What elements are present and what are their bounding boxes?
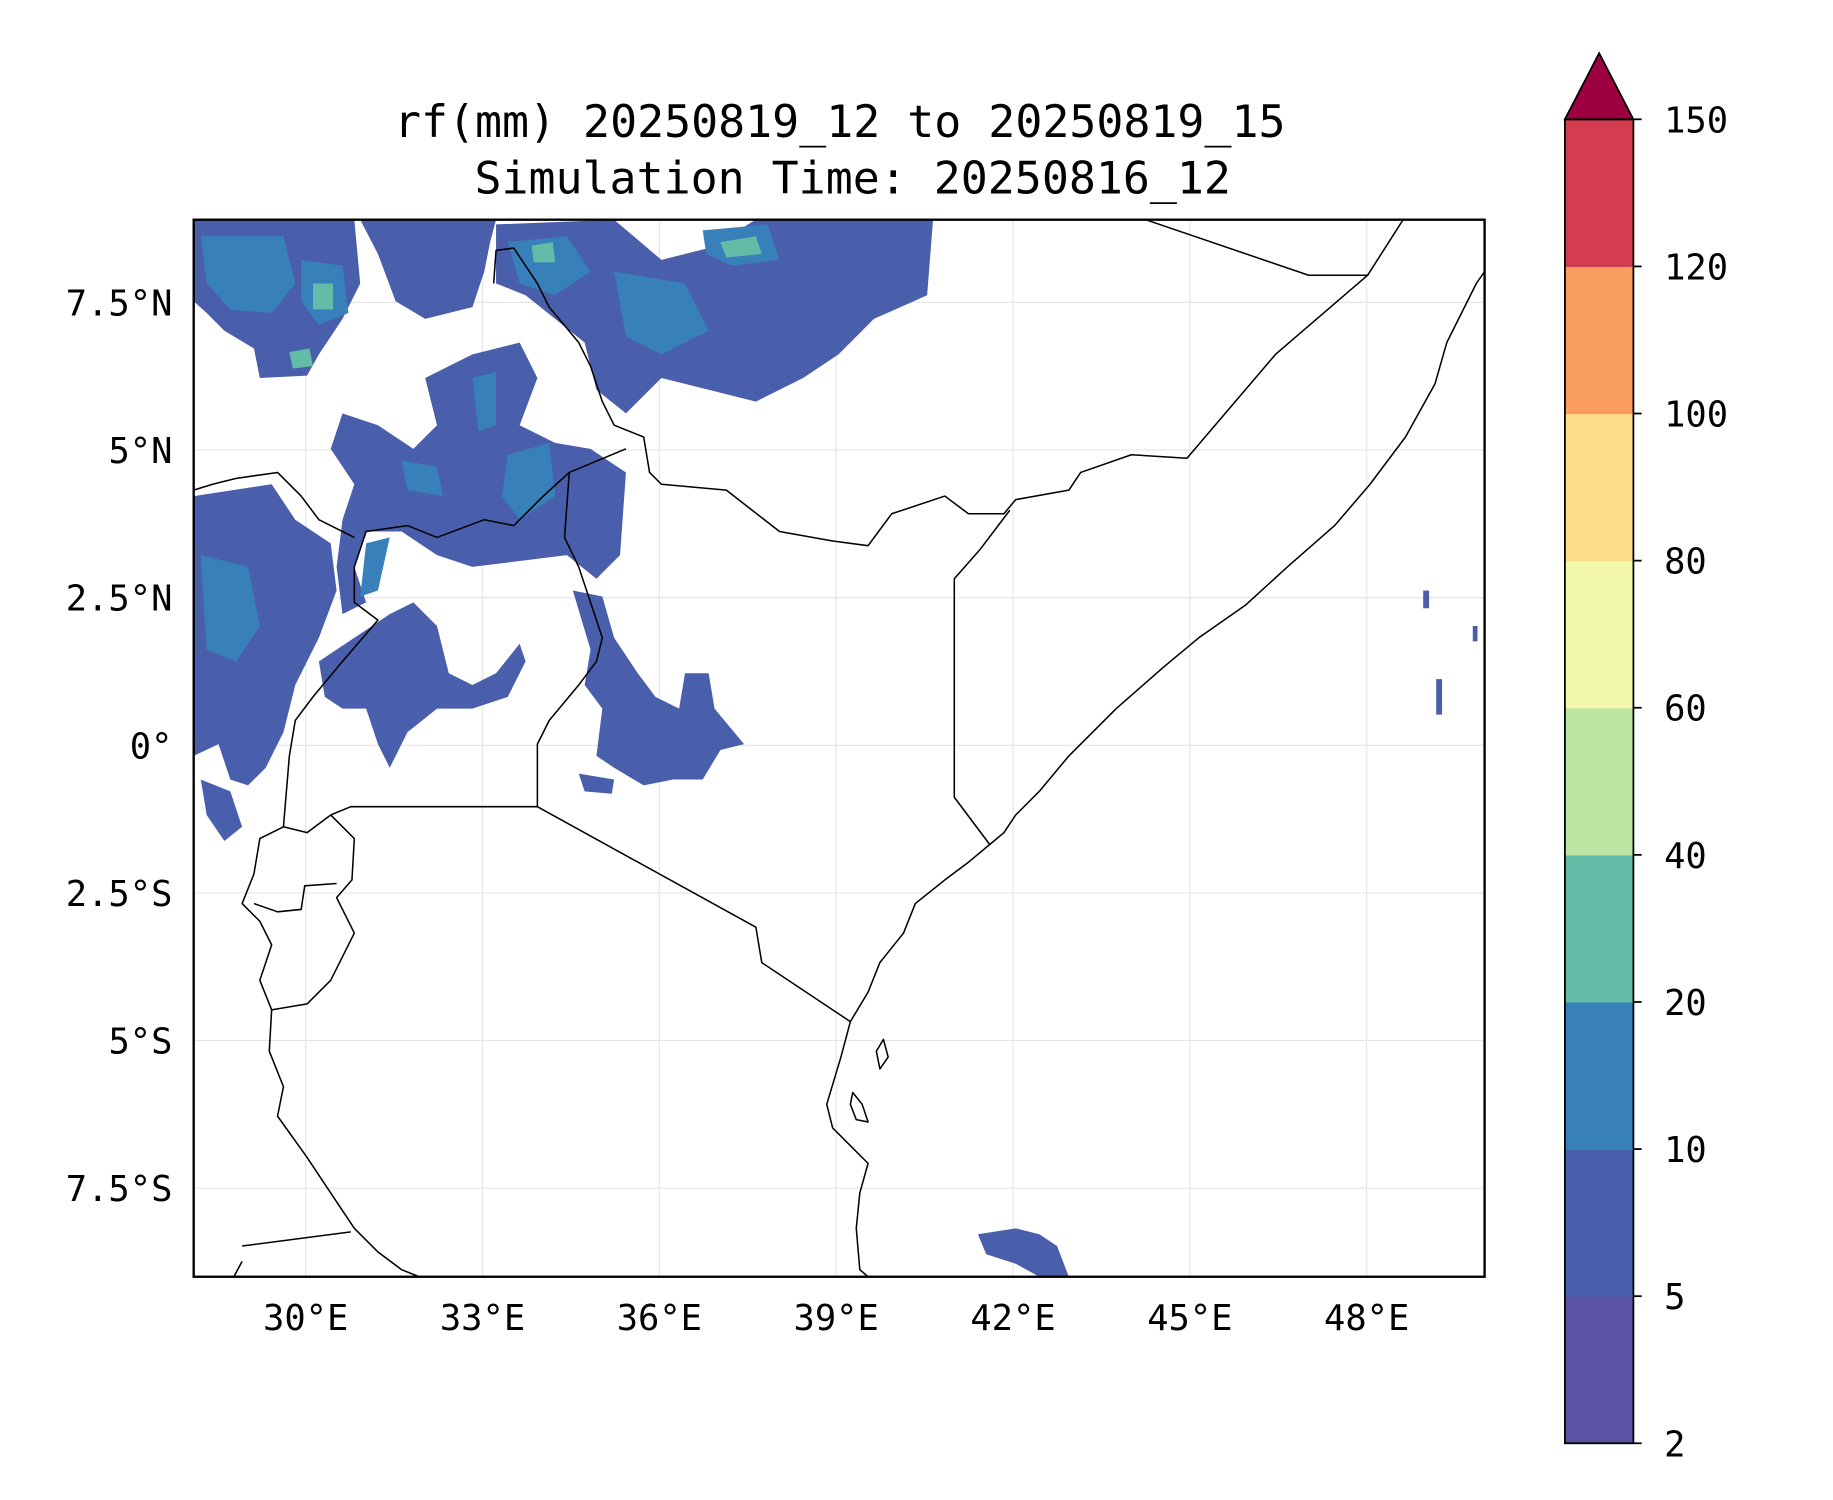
rainfall-contours [193,219,1478,1277]
colorbar-tick-label: 40 [1664,836,1707,877]
border-sw [233,1261,243,1278]
colorbar-segment [1564,707,1634,856]
colorbar-segment [1564,854,1634,1003]
y-tick-label: 5°S [108,1022,172,1063]
x-tick-label: 48°E [1324,1298,1409,1339]
y-tick-label: 2.5°N [66,579,173,620]
colorbar-extend-triangle [1563,51,1635,121]
rain-area [572,590,745,786]
rain-area [507,236,591,296]
colorbar-segment [1564,266,1634,415]
x-tick-label: 36°E [617,1298,702,1339]
rain-area [1436,679,1443,715]
rain-area [472,372,497,432]
rain-area [531,242,556,263]
chart-subtitle: Simulation Time: 20250816_12 [474,152,1230,205]
rain-area [200,555,260,662]
border-rwanda-burundi [253,882,337,913]
rain-area [977,1228,1069,1277]
x-tick-label: 30°E [263,1298,348,1339]
colorbar-frame [1564,118,1635,1445]
border-south-sudan-drc [193,471,355,539]
mafia-island [849,1091,869,1123]
border-tanzania-zambia [242,1231,351,1247]
lake-tanganyika-outline [271,814,356,1011]
y-tick-label: 0° [130,726,173,767]
colorbar-tick-label: 80 [1664,542,1707,583]
colorbar-segment [1564,560,1634,709]
rain-area [312,283,334,310]
rain-area [360,219,497,319]
colorbar-segment [1564,1001,1634,1150]
colorbar-tick-label: 2 [1664,1424,1685,1465]
border-uganda-kenya [536,448,627,807]
y-tick-label: 2.5°S [66,874,173,915]
gridlines [193,219,1485,1277]
map-frame [192,218,1486,1278]
rain-area [578,773,615,794]
rain-area [330,342,626,615]
rain-area [496,219,934,414]
rain-area [200,236,296,314]
rain-area [289,348,313,369]
x-tick-label: 42°E [970,1298,1055,1339]
y-tick-label: 7.5°N [66,283,173,324]
coastline [825,271,1486,1278]
colorbar-segment [1564,1296,1634,1444]
colorbar-tick-label: 120 [1664,247,1728,288]
rain-area [501,442,556,520]
colorbar-tick-label: 20 [1664,983,1707,1024]
border-south-sudan-uganda [282,471,570,827]
colorbar-segment [1564,1149,1634,1297]
border-kenya-somalia [953,509,1011,845]
rain-area [318,602,526,768]
colorbar-segment [1564,413,1634,562]
y-tick-label: 5°N [108,431,172,472]
colorbar-tick-label: 150 [1664,100,1728,141]
colorbar-tick-label: 5 [1664,1277,1685,1318]
x-axis-ticks: 30°E 33°E 36°E 39°E 42°E 45°E 48°E [263,1298,1409,1339]
x-tick-label: 39°E [794,1298,879,1339]
colorbar-segment [1564,119,1634,268]
rain-area [614,271,709,355]
rain-area [1472,625,1478,642]
border-ethiopia-somalia-north [1145,218,1404,276]
colorbar-tick-label: 10 [1664,1130,1707,1171]
border-uganda-tanzania [330,805,538,816]
border-kenya-tanzania [537,806,851,1023]
colorbar-tick-label: 60 [1664,689,1707,730]
zanzibar-island [875,1038,889,1070]
chart-title: rf(mm) 20250819_12 to 20250819_15 [394,95,1286,148]
rain-area [1423,590,1430,609]
colorbar: 2 5 10 20 40 60 80 100 120 150 [1563,51,1728,1465]
y-axis-ticks: 7.5°N 5°N 2.5°N 0° 2.5°S 5°S 7.5°S [66,283,173,1210]
country-borders [193,218,1486,1278]
border-ethiopia-somalia [492,247,1369,547]
rain-area [401,460,443,497]
rain-area [720,236,762,258]
rain-area [193,484,337,786]
y-tick-label: 7.5°S [66,1169,173,1210]
x-tick-label: 33°E [440,1298,525,1339]
rain-area [200,779,243,841]
rain-area [360,537,390,597]
colorbar-tick-label: 100 [1664,395,1728,436]
x-tick-label: 45°E [1147,1298,1232,1339]
